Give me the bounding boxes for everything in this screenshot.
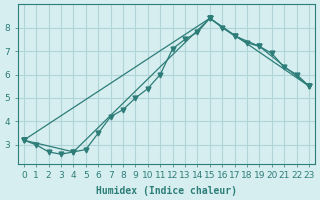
X-axis label: Humidex (Indice chaleur): Humidex (Indice chaleur)	[96, 186, 237, 196]
